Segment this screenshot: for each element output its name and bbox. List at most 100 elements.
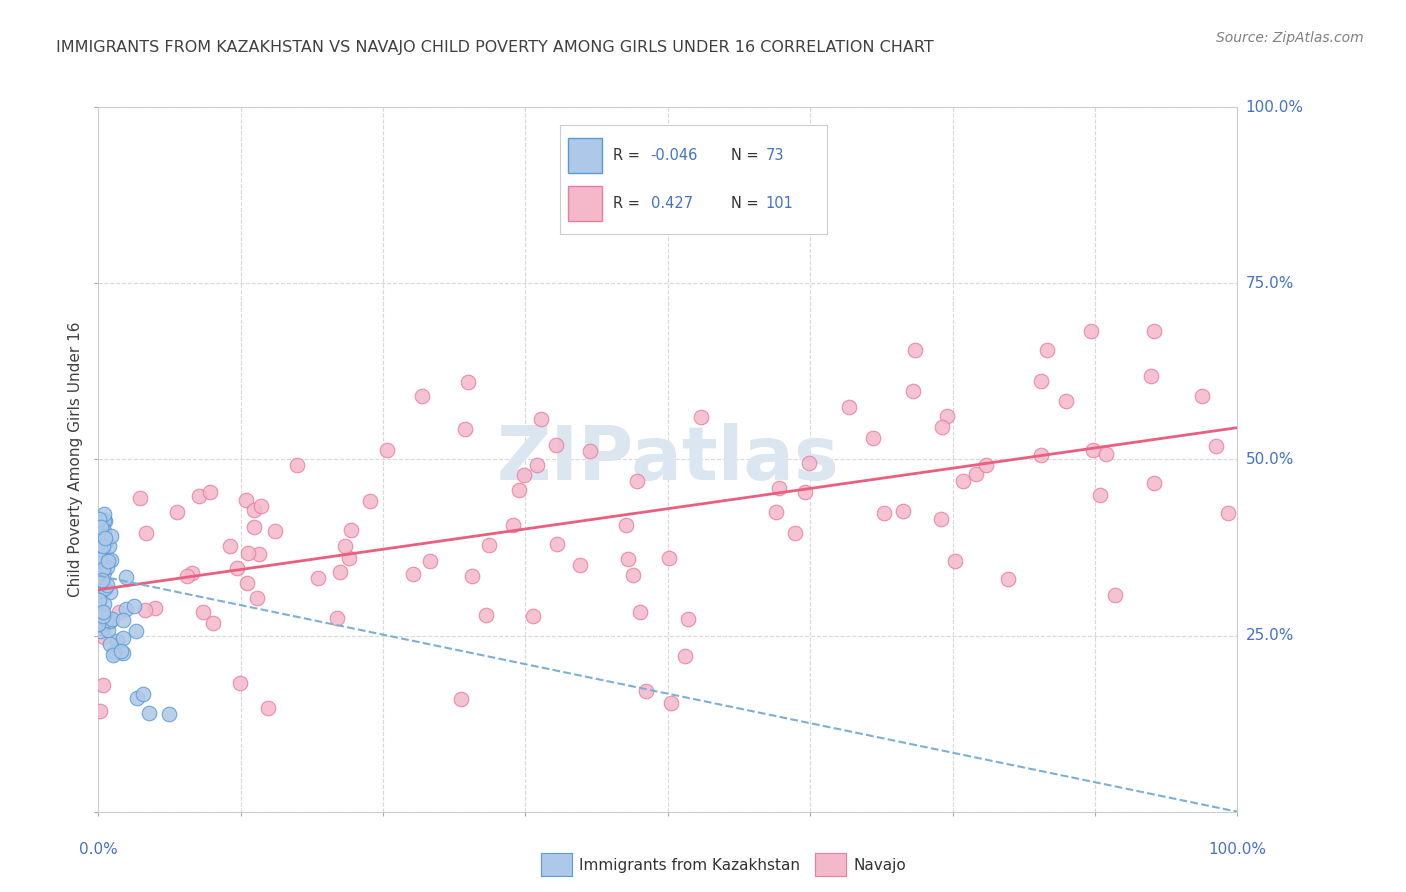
Point	[112, 647, 135, 661]
Point	[91, 621, 114, 635]
Point	[235, 493, 257, 508]
Point	[93, 508, 115, 522]
Point	[103, 648, 125, 663]
Point	[1031, 374, 1053, 388]
Point	[91, 678, 114, 692]
Text: 25.0%: 25.0%	[1246, 628, 1294, 643]
Point	[460, 569, 482, 583]
Point	[247, 548, 270, 562]
Point	[546, 438, 568, 452]
Point	[676, 612, 699, 626]
Point	[134, 603, 156, 617]
Point	[87, 593, 110, 607]
Point	[1029, 448, 1052, 462]
Point	[96, 535, 118, 549]
Point	[98, 615, 121, 629]
Point	[1054, 393, 1077, 408]
Point	[522, 608, 544, 623]
Point	[765, 505, 787, 519]
Point	[94, 614, 117, 628]
Text: 0.0%: 0.0%	[79, 842, 118, 857]
Point	[568, 558, 591, 573]
Point	[90, 519, 112, 533]
Point	[100, 552, 122, 566]
Point	[326, 611, 349, 625]
Point	[111, 632, 134, 646]
Text: IMMIGRANTS FROM KAZAKHSTAN VS NAVAJO CHILD POVERTY AMONG GIRLS UNDER 16 CORRELAT: IMMIGRANTS FROM KAZAKHSTAN VS NAVAJO CHI…	[56, 40, 934, 55]
Point	[1143, 476, 1166, 491]
Point	[90, 516, 112, 530]
Point	[797, 456, 820, 470]
Point	[91, 574, 114, 589]
Point	[89, 624, 111, 638]
Point	[243, 520, 266, 534]
Point	[579, 444, 602, 458]
Point	[91, 527, 114, 541]
Point	[98, 539, 121, 553]
Point	[1095, 447, 1118, 461]
Point	[89, 541, 111, 556]
Point	[337, 551, 360, 566]
Point	[943, 554, 966, 568]
Point	[229, 676, 252, 690]
Point	[891, 504, 914, 518]
Point	[411, 389, 433, 403]
Point	[91, 608, 114, 623]
Point	[89, 549, 111, 563]
Point	[90, 516, 112, 530]
Point	[931, 512, 953, 526]
Point	[1088, 488, 1111, 502]
Point	[98, 585, 121, 599]
Point	[1191, 389, 1213, 403]
Point	[375, 442, 398, 457]
Point	[904, 343, 927, 357]
Point	[100, 529, 122, 543]
Text: Source: ZipAtlas.com: Source: ZipAtlas.com	[1216, 31, 1364, 45]
Point	[1218, 506, 1240, 520]
Text: Immigrants from Kazakhstan: Immigrants from Kazakhstan	[579, 858, 800, 872]
Point	[307, 571, 329, 585]
Point	[198, 484, 221, 499]
Point	[97, 624, 120, 638]
Point	[1104, 588, 1126, 602]
Point	[93, 616, 115, 631]
Point	[87, 617, 110, 632]
Point	[93, 514, 115, 528]
Point	[359, 494, 381, 508]
Text: ZIPatlas: ZIPatlas	[496, 423, 839, 496]
Point	[91, 605, 114, 619]
Point	[89, 617, 111, 632]
Y-axis label: Child Poverty Among Girls Under 16: Child Poverty Among Girls Under 16	[67, 322, 83, 597]
Point	[1143, 324, 1166, 338]
Point	[93, 524, 115, 538]
Point	[793, 484, 815, 499]
Point	[90, 531, 112, 545]
Point	[93, 631, 115, 645]
Point	[188, 489, 211, 503]
Point	[285, 458, 308, 472]
Point	[340, 523, 363, 537]
Point	[143, 600, 166, 615]
Point	[1080, 324, 1102, 338]
Point	[502, 518, 524, 533]
Point	[626, 475, 648, 489]
Point	[90, 524, 112, 539]
Point	[453, 422, 475, 436]
Point	[246, 591, 269, 605]
Point	[132, 687, 155, 701]
Text: 100.0%: 100.0%	[1246, 100, 1303, 114]
Point	[101, 612, 124, 626]
Point	[90, 536, 112, 550]
Point	[974, 458, 997, 472]
Point	[768, 481, 790, 495]
Point	[226, 561, 249, 575]
Point	[333, 540, 356, 554]
Point	[873, 507, 896, 521]
Point	[91, 544, 114, 558]
Point	[202, 616, 225, 631]
Point	[477, 538, 499, 552]
Point	[659, 696, 682, 710]
Point	[93, 614, 115, 628]
Point	[508, 483, 530, 497]
Point	[243, 503, 266, 517]
